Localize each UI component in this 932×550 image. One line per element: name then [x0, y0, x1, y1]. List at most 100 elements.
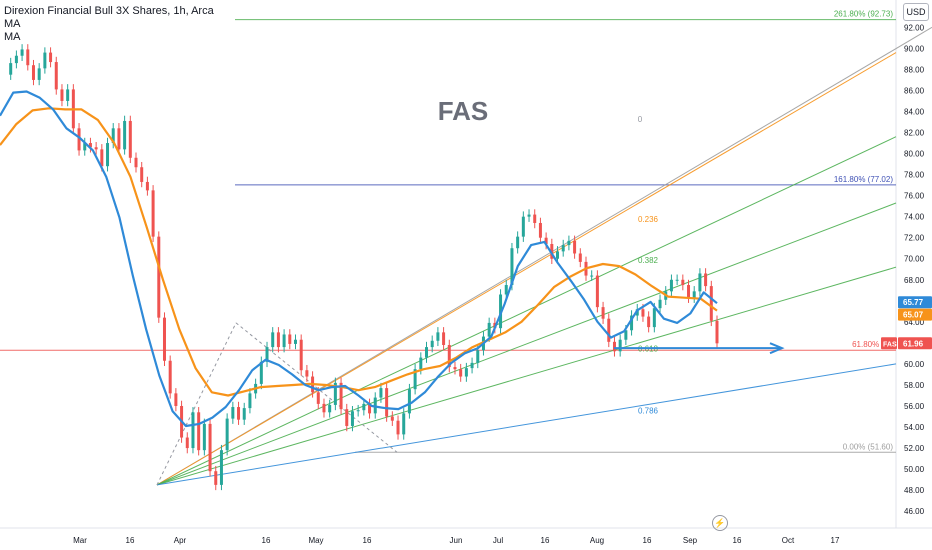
x-tick-label: Mar: [73, 536, 87, 545]
x-tick-label: Apr: [174, 536, 187, 545]
candle-body: [140, 167, 144, 182]
candle-body: [516, 236, 520, 249]
candle-body: [214, 471, 218, 485]
candle-body: [117, 128, 121, 150]
candle-body: [100, 149, 104, 167]
candle-body: [316, 392, 320, 404]
candle-body: [521, 216, 525, 237]
candle-body: [248, 393, 252, 409]
price-label-box: [898, 296, 932, 309]
candle-body: [544, 237, 548, 245]
candle-body: [31, 65, 35, 80]
fan-level-label: 0.236: [638, 215, 659, 224]
price-label-box: [898, 308, 932, 321]
candle-body: [715, 320, 719, 344]
y-tick-label: 74.00: [904, 213, 925, 222]
fib-fan-line: [156, 26, 932, 486]
x-tick-label: 16: [126, 536, 135, 545]
candle-body: [106, 143, 110, 167]
price-label-box: [898, 337, 932, 350]
candle-body: [442, 332, 446, 345]
candle-body: [242, 408, 246, 420]
fib-fan-line: [156, 363, 897, 486]
candle-body: [413, 369, 417, 390]
y-tick-label: 72.00: [904, 234, 925, 243]
candle-body: [447, 344, 451, 368]
chart-title: Direxion Financial Bull 3X Shares, 1h, A…: [4, 5, 214, 17]
candle-body: [208, 423, 212, 472]
lightning-icon[interactable]: ⚡: [712, 515, 728, 531]
candle-body: [219, 450, 223, 485]
candle-body: [567, 240, 571, 246]
x-tick-label: Oct: [782, 536, 795, 545]
candle-body: [339, 382, 343, 410]
candle-body: [430, 340, 434, 348]
candle-body: [470, 362, 474, 369]
y-tick-label: 48.00: [904, 486, 925, 495]
candle-body: [293, 339, 297, 344]
candle-body: [385, 388, 389, 417]
y-tick-label: 80.00: [904, 150, 925, 159]
candle-body: [66, 89, 70, 101]
ma-legend-2[interactable]: MA: [4, 31, 21, 43]
candle-body: [675, 279, 679, 281]
candle-body: [128, 120, 132, 158]
fib-fan-line: [156, 136, 897, 486]
candle-body: [299, 339, 303, 371]
candle-body: [123, 120, 127, 150]
y-tick-label: 60.00: [904, 360, 925, 369]
y-tick-label: 86.00: [904, 86, 925, 95]
x-tick-label: Jun: [450, 536, 463, 545]
candles: [9, 44, 719, 491]
x-tick-label: 16: [363, 536, 372, 545]
x-tick-label: Sep: [683, 536, 698, 545]
y-tick-label: 70.00: [904, 255, 925, 264]
currency-button[interactable]: USD: [903, 3, 929, 21]
candle-body: [527, 214, 531, 217]
price-label: 65.07: [903, 311, 924, 320]
fib-level-label: 261.80% (92.73): [834, 10, 893, 19]
candle-body: [14, 55, 18, 64]
candle-body: [704, 273, 708, 287]
fan-level-label: 0.786: [638, 406, 659, 415]
y-tick-label: 78.00: [904, 171, 925, 180]
candle-body: [425, 347, 429, 358]
candle-body: [276, 332, 280, 348]
y-tick-label: 52.00: [904, 444, 925, 453]
candle-body: [578, 253, 582, 262]
candle-body: [624, 330, 628, 340]
y-tick-label: 82.00: [904, 129, 925, 138]
candle-body: [356, 410, 360, 412]
fib-level-label: 0.00% (51.60): [843, 442, 894, 451]
candle-body: [669, 279, 673, 292]
candle-body: [476, 350, 480, 363]
y-tick-label: 50.00: [904, 465, 925, 474]
candle-body: [459, 369, 463, 377]
candle-body: [601, 307, 605, 319]
candle-body: [225, 418, 229, 451]
candle-body: [185, 437, 189, 449]
y-tick-label: 68.00: [904, 276, 925, 285]
candle-body: [231, 407, 235, 419]
y-tick-label: 46.00: [904, 507, 925, 516]
candle-body: [402, 413, 406, 435]
candle-body: [26, 49, 30, 66]
candle-body: [464, 368, 468, 377]
candle-body: [658, 299, 662, 309]
candle-body: [333, 382, 337, 405]
candle-body: [151, 190, 155, 237]
candle-body: [362, 403, 366, 411]
candle-body: [202, 423, 206, 451]
candle-body: [43, 52, 47, 69]
candle-body: [191, 412, 195, 449]
candle-body: [561, 245, 565, 252]
candle-body: [652, 308, 656, 328]
candle-body: [20, 49, 24, 56]
x-tick-label: Aug: [590, 536, 604, 545]
candle-body: [504, 285, 508, 295]
x-tick-label: 16: [541, 536, 550, 545]
ma-legend-1[interactable]: MA: [4, 18, 21, 30]
y-tick-label: 58.00: [904, 381, 925, 390]
